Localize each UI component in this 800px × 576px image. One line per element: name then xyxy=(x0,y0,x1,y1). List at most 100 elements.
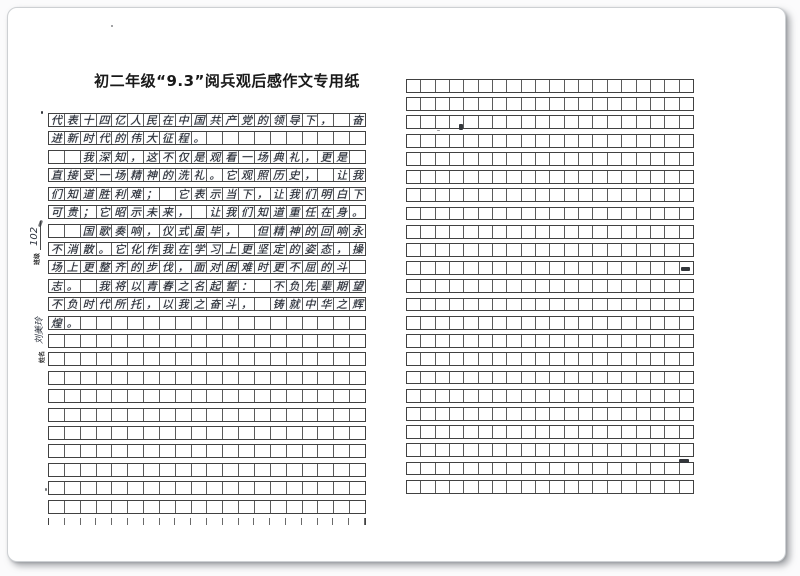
grid-cell: 屈 xyxy=(303,261,319,274)
grid-cell xyxy=(507,426,522,438)
grid-cell xyxy=(622,134,637,147)
grid-cell: 式 xyxy=(176,224,192,238)
grid-cell: 这 xyxy=(144,150,160,164)
grid-cell: 典 xyxy=(271,150,287,164)
grid-cell xyxy=(160,371,176,384)
grid-cell xyxy=(421,407,436,420)
grid-cell xyxy=(637,134,651,147)
grid-cell xyxy=(192,482,208,495)
grid-cell: 之 xyxy=(176,279,192,293)
grid-cell xyxy=(176,371,192,384)
grid-cell xyxy=(637,480,651,493)
grid-cell xyxy=(255,408,271,421)
grid-cell xyxy=(665,98,680,111)
grid-cell: 场 xyxy=(255,150,271,164)
grid-row xyxy=(48,462,366,477)
grid-cell xyxy=(160,427,176,440)
grid-cell xyxy=(651,189,666,202)
grid-cell xyxy=(651,462,666,475)
grid-cell xyxy=(49,353,65,366)
grid-cell xyxy=(239,408,255,421)
grid-cell xyxy=(665,407,680,420)
grid-cell xyxy=(479,407,494,420)
grid-cell: 是 xyxy=(192,150,208,164)
grid-cell xyxy=(550,389,565,402)
grid-cell xyxy=(97,427,113,440)
grid-cell xyxy=(239,353,255,366)
grid-row xyxy=(406,461,694,476)
grid-cell: 奋 xyxy=(351,114,363,127)
grid-cell xyxy=(651,116,666,129)
grid-cell xyxy=(665,335,680,347)
grid-cell: 场 xyxy=(49,261,65,274)
grid-cell xyxy=(637,262,651,275)
grid-cell xyxy=(608,244,623,256)
grid-cell xyxy=(565,262,580,275)
grid-cell: 让 xyxy=(271,187,287,201)
grid-row xyxy=(48,499,366,514)
grid-cell: 神 xyxy=(287,224,303,238)
grid-cell xyxy=(651,371,666,384)
grid-cell xyxy=(287,132,303,145)
grid-cell xyxy=(176,316,192,329)
grid-cell xyxy=(680,353,693,365)
grid-cell xyxy=(522,207,537,220)
grid-cell: 利 xyxy=(112,187,129,201)
grid-cell: 对 xyxy=(207,261,224,274)
grid-cell: 负 xyxy=(65,298,81,311)
grid-cell xyxy=(287,353,303,366)
grid-cell xyxy=(680,135,693,147)
grid-cell: 们 xyxy=(303,187,319,201)
grid-cell: 观 xyxy=(207,150,224,164)
grid-cell: 下 xyxy=(303,114,319,127)
grid-cell: 代 xyxy=(49,114,65,127)
grid-cell xyxy=(622,389,637,402)
grid-cell xyxy=(144,518,160,525)
grid-cell xyxy=(593,335,608,347)
grid-cell xyxy=(522,244,537,256)
grid-cell: ： xyxy=(239,279,255,293)
grid-cell xyxy=(303,482,319,495)
grid-cell xyxy=(637,298,651,311)
grid-cell: 的 xyxy=(303,224,319,238)
grid-cell xyxy=(287,445,303,458)
grid-cell xyxy=(522,262,537,275)
grid-cell xyxy=(350,151,365,163)
grid-cell: 将 xyxy=(112,279,129,293)
grid-cell: 时 xyxy=(81,298,97,311)
grid-cell xyxy=(255,482,271,495)
grid-cell xyxy=(333,518,350,525)
grid-cell xyxy=(421,189,436,202)
grid-cell xyxy=(334,334,351,347)
grid-cell xyxy=(665,389,680,402)
grid-cell xyxy=(287,390,303,403)
grid-cell xyxy=(622,407,637,420)
grid-cell xyxy=(450,444,465,457)
grid-cell xyxy=(334,316,351,329)
grid-cell: 新 xyxy=(65,132,81,145)
grid-cell xyxy=(464,171,479,183)
grid-cell xyxy=(436,407,451,420)
grid-cell: 它 xyxy=(112,242,129,256)
grid-cell xyxy=(651,426,666,438)
grid-cell xyxy=(637,426,651,438)
grid-cell xyxy=(207,316,224,329)
grid-cell: 贵 xyxy=(65,206,81,219)
grid-cell xyxy=(651,444,666,457)
grid-cell xyxy=(334,353,351,366)
grid-cell xyxy=(192,353,208,366)
grid-cell xyxy=(450,80,465,92)
grid-cell xyxy=(239,224,255,237)
grid-cell xyxy=(407,407,422,420)
grid-cell xyxy=(223,445,240,458)
grid-cell xyxy=(579,189,594,202)
grid-cell xyxy=(680,390,693,402)
grid-cell xyxy=(565,225,580,238)
grid-cell xyxy=(550,80,565,92)
grid-cell: 程 xyxy=(176,132,192,145)
grid-cell: 以 xyxy=(128,279,145,293)
grid-cell xyxy=(407,444,422,457)
grid-row xyxy=(406,206,694,221)
grid-cell xyxy=(287,500,303,513)
